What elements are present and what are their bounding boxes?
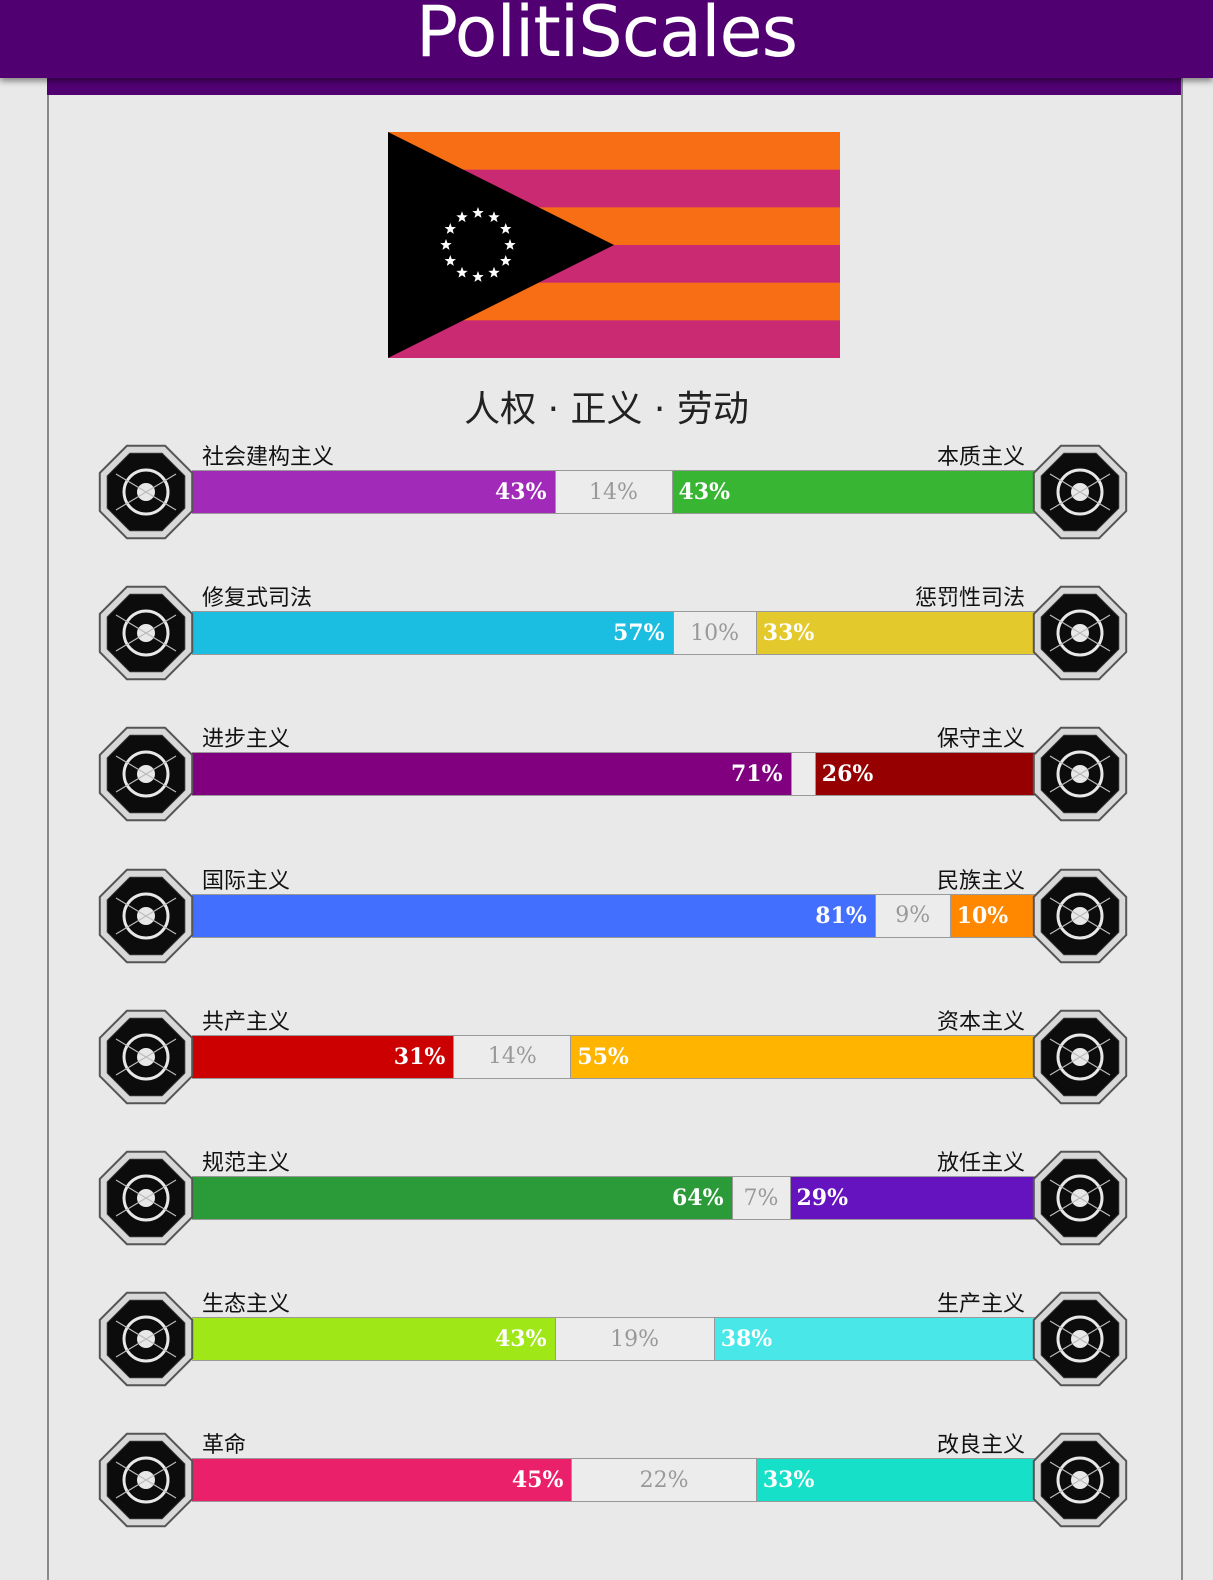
flag-star	[504, 239, 516, 250]
quill-icon	[1028, 722, 1132, 826]
comet-icon	[94, 722, 198, 826]
axis-right-label: 生产主义	[936, 1292, 1025, 1318]
globe-icon	[94, 864, 198, 968]
axis-row: 43% 14% 43% 社会建构主义 本质主义	[0, 440, 1213, 550]
axis-left-segment: 43%	[192, 1318, 555, 1361]
money-bag-icon	[1028, 1005, 1132, 1109]
axis-right-segment: 55%	[571, 1035, 1035, 1078]
axis-right-segment: 43%	[672, 471, 1035, 513]
hammer-sickle-icon	[94, 1005, 198, 1109]
axis-row: 45% 22% 33% 革命 改良主义	[0, 1428, 1213, 1538]
app-header: PolitiScales	[0, 0, 1213, 78]
axis-left-segment: 43%	[192, 471, 555, 513]
axis-bar: 57% 10% 33%	[192, 611, 1035, 656]
ballot-icon	[1028, 1428, 1132, 1532]
ruler-icon	[94, 1146, 198, 1250]
app-title: PolitiScales	[415, 0, 798, 73]
sprout-icon	[94, 1287, 198, 1391]
flag-star	[500, 223, 512, 234]
axis-right-label: 改良主义	[936, 1433, 1025, 1459]
flag-star	[444, 255, 456, 266]
fist-rose-icon	[94, 1428, 198, 1532]
axis-right-label: 本质主义	[936, 445, 1025, 470]
axis-right-segment: 10%	[950, 894, 1035, 937]
axis-bar: 43% 14% 43%	[192, 470, 1035, 514]
axis-left-label: 规范主义	[202, 1151, 291, 1176]
axis-row: 57% 10% 33% 修复式司法 惩罚性司法	[0, 581, 1213, 691]
flag-star	[488, 266, 500, 278]
flag-star	[500, 255, 512, 266]
axis-left-segment: 71%	[192, 753, 791, 796]
axis-left-label: 共产主义	[202, 1009, 291, 1035]
result-flag	[388, 132, 840, 358]
axis-bar: 43% 19% 38%	[192, 1317, 1035, 1362]
handshake-icon	[94, 581, 198, 685]
axis-left-label: 社会建构主义	[202, 445, 335, 470]
eye-icon	[94, 440, 198, 544]
flag-stripe	[388, 132, 840, 171]
axis-right-segment: 33%	[756, 1459, 1035, 1502]
flag-motto: 人权 · 正义 · 劳动	[464, 389, 749, 430]
axis-row: 71% 26% 进步主义 保守主义	[0, 722, 1213, 832]
axis-right-segment: 29%	[790, 1177, 1035, 1219]
axis-left-segment: 64%	[192, 1177, 732, 1219]
axis-neutral-segment: 22%	[571, 1459, 757, 1502]
axis-row: 43% 19% 38% 生态主义 生产主义	[0, 1287, 1213, 1397]
prison-bars-icon	[1028, 581, 1132, 685]
flag-star	[472, 271, 484, 282]
flag-icon	[1028, 864, 1132, 968]
axis-neutral-segment: 9%	[874, 894, 951, 937]
axis-left-segment: 31%	[192, 1035, 454, 1078]
axis-bar: 64% 7% 29%	[192, 1176, 1035, 1220]
axis-right-label: 资本主义	[936, 1009, 1025, 1035]
gears-icon	[1028, 1287, 1132, 1391]
axis-left-segment: 81%	[192, 894, 875, 937]
flag-star	[440, 239, 452, 250]
flag-star	[444, 223, 456, 234]
axis-right-segment: 38%	[714, 1318, 1035, 1361]
axis-bar: 81% 9% 10%	[192, 893, 1035, 938]
axis-right-segment: 33%	[756, 612, 1035, 655]
butterfly-icon	[1028, 1146, 1132, 1250]
axis-left-label: 生态主义	[202, 1292, 291, 1318]
axis-row: 64% 7% 29% 规范主义 放任主义	[0, 1146, 1213, 1256]
axis-left-label: 进步主义	[202, 727, 291, 753]
axis-right-label: 保守主义	[936, 727, 1025, 753]
axis-bar: 71% 26%	[192, 752, 1035, 797]
axis-right-label: 惩罚性司法	[914, 586, 1025, 612]
flag-stripe	[388, 320, 840, 358]
flag-star	[456, 266, 468, 278]
flag-star	[472, 207, 484, 218]
axis-neutral-segment: 19%	[554, 1318, 715, 1361]
axis-row: 81% 9% 10% 国际主义 民族主义	[0, 864, 1213, 974]
axis-neutral-segment: 14%	[453, 1035, 572, 1078]
axis-bar: 45% 22% 33%	[192, 1458, 1035, 1503]
axis-neutral-segment: 10%	[672, 612, 757, 655]
axis-neutral-segment	[790, 753, 816, 796]
flag-star	[456, 211, 468, 223]
axis-right-label: 放任主义	[936, 1151, 1025, 1176]
axis-right-label: 民族主义	[936, 868, 1025, 894]
axis-neutral-segment: 14%	[554, 471, 673, 513]
axis-left-segment: 45%	[192, 1459, 572, 1502]
axis-left-label: 修复式司法	[202, 586, 313, 612]
axis-bar: 31% 14% 55%	[192, 1034, 1035, 1079]
axis-row: 31% 14% 55% 共产主义 资本主义	[0, 1005, 1213, 1115]
axis-left-segment: 57%	[192, 612, 673, 655]
flower-icon	[1028, 440, 1132, 544]
flag-star	[488, 211, 500, 223]
flag-triangle	[388, 132, 614, 358]
axis-left-label: 国际主义	[202, 868, 291, 894]
axis-right-segment: 26%	[815, 753, 1035, 796]
axis-left-label: 革命	[202, 1433, 247, 1459]
axis-neutral-segment: 7%	[731, 1177, 791, 1219]
